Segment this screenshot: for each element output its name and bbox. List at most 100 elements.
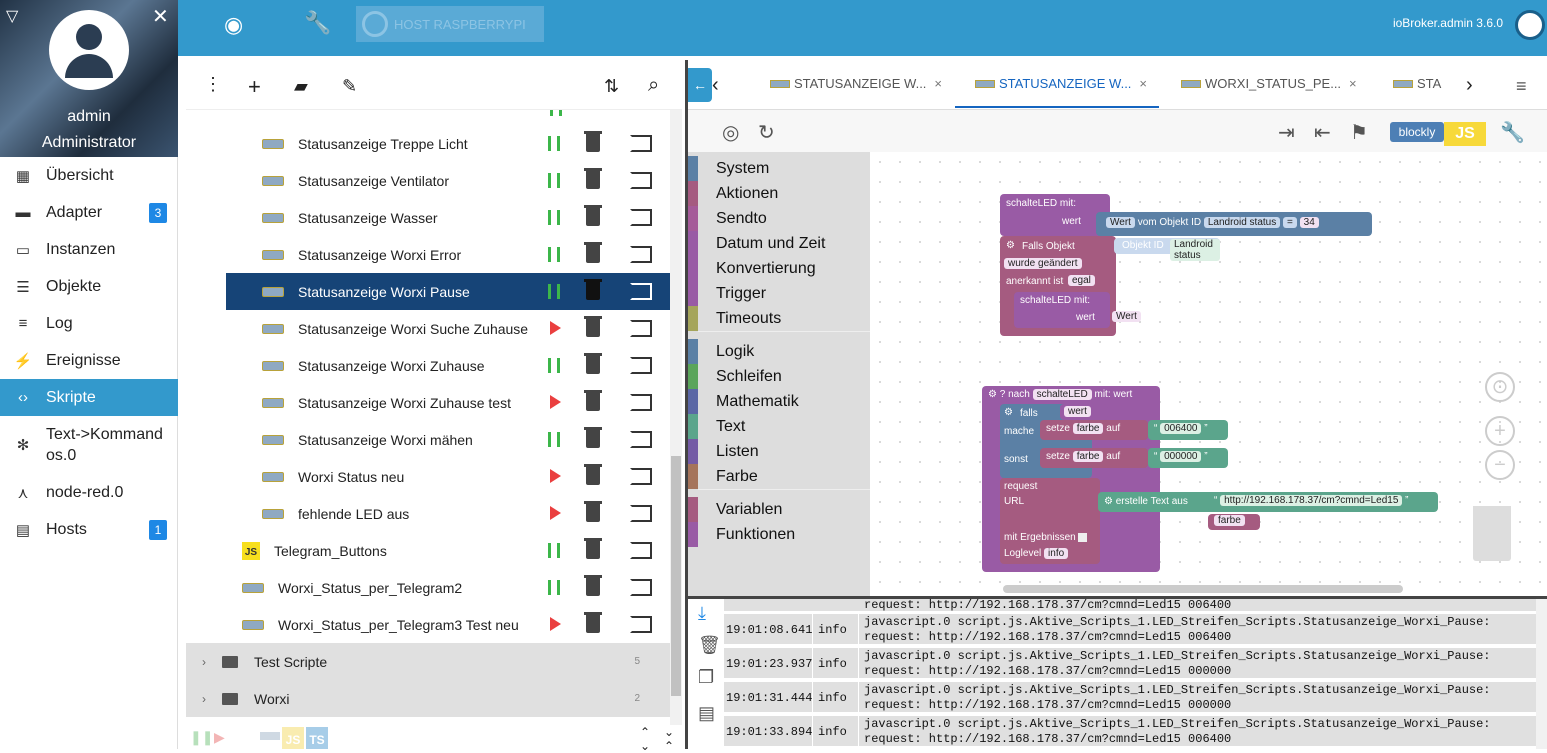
- blockly-workspace[interactable]: schalteLED mit: wert Wert vom Objekt ID …: [870, 152, 1547, 596]
- script-row[interactable]: Statusanzeige Wasser: [226, 199, 670, 236]
- nav-item-3[interactable]: ☰ Objekte: [0, 268, 178, 305]
- pause-icon[interactable]: [550, 110, 562, 116]
- delete-icon[interactable]: [584, 427, 602, 448]
- eq-dropdown[interactable]: =: [1283, 217, 1297, 228]
- wurde-dropdown[interactable]: wurde geändert: [1004, 258, 1082, 269]
- expand-all-icon[interactable]: ⌃ ⌄: [640, 725, 651, 753]
- wert-get-block[interactable]: wert: [1060, 404, 1108, 420]
- wrench-icon[interactable]: 🔧: [304, 10, 332, 35]
- close-tab-icon[interactable]: ×: [1139, 76, 1148, 91]
- checkered-flag-icon[interactable]: ⚑: [1350, 122, 1368, 144]
- url-text[interactable]: http://192.168.178.37/cm?cmnd=Led15: [1220, 495, 1403, 506]
- function-name-field[interactable]: schalteLED: [1032, 389, 1092, 400]
- set-farbe-block-1[interactable]: setze farbe auf: [1040, 420, 1148, 440]
- editor-tab[interactable]: STATUSANZEIGE W... ×: [770, 76, 942, 91]
- trash-icon[interactable]: [1473, 506, 1511, 561]
- refresh-icon[interactable]: ↻: [758, 122, 775, 144]
- landroid-field[interactable]: Landroid status: [1203, 217, 1281, 228]
- script-row[interactable]: Statusanzeige Worxi Zuhause: [226, 347, 670, 384]
- move-icon[interactable]: [630, 505, 652, 522]
- move-icon[interactable]: [630, 394, 652, 411]
- url-text-block[interactable]: “ http://192.168.178.37/cm?cmnd=Led15 ”: [1208, 492, 1438, 512]
- edit-icon[interactable]: ✎: [342, 76, 358, 96]
- play-icon[interactable]: [550, 617, 561, 631]
- farbe-var-3[interactable]: farbe: [1214, 515, 1245, 526]
- move-icon[interactable]: [630, 172, 652, 189]
- close-tab-icon[interactable]: ×: [934, 76, 943, 91]
- pause-icon[interactable]: [548, 358, 560, 373]
- toolbox-category[interactable]: Text: [688, 414, 870, 439]
- pause-icon[interactable]: [548, 284, 560, 299]
- objekt-id-block[interactable]: Objekt ID Landroid status: [1114, 238, 1220, 261]
- pause-icon[interactable]: [548, 210, 560, 225]
- toolbox-category[interactable]: Timeouts: [688, 306, 870, 331]
- pause-icon[interactable]: [548, 247, 560, 262]
- script-row[interactable]: Statusanzeige Worxi Zuhause test: [226, 384, 670, 421]
- help-icon[interactable]: ?: [999, 389, 1006, 400]
- nav-item-2[interactable]: ▭ Instanzen: [0, 231, 178, 268]
- delete-icon[interactable]: [584, 390, 602, 411]
- script-row[interactable]: Statusanzeige Worxi Error: [226, 236, 670, 273]
- more-vert-icon[interactable]: ⋮: [204, 74, 222, 94]
- loglevel-dropdown[interactable]: info: [1044, 548, 1069, 559]
- move-icon[interactable]: [630, 246, 652, 263]
- copy-icon[interactable]: ❐: [698, 667, 715, 687]
- play-icon[interactable]: [550, 506, 561, 520]
- search-icon[interactable]: ⌕: [648, 74, 660, 96]
- gear-icon[interactable]: ⚙: [1004, 407, 1013, 418]
- move-icon[interactable]: [630, 579, 652, 596]
- wert-var[interactable]: wert: [1064, 406, 1091, 417]
- editor-tab[interactable]: WORXI_STATUS_PE... ×: [1181, 76, 1357, 91]
- move-icon[interactable]: [630, 135, 652, 152]
- nav-item-5[interactable]: ⚡ Ereignisse: [0, 342, 178, 379]
- objekt-id-value[interactable]: Landroid status: [1170, 239, 1220, 261]
- add-folder-icon[interactable]: ▰: [294, 76, 308, 96]
- filter-blockly-icon[interactable]: [260, 732, 280, 740]
- move-icon[interactable]: [630, 431, 652, 448]
- play-icon[interactable]: [550, 321, 561, 335]
- locate-icon[interactable]: ◎: [722, 122, 740, 144]
- checkbox[interactable]: [1078, 532, 1088, 542]
- back-arrow-icon[interactable]: ←: [688, 68, 712, 102]
- chevron-right-icon[interactable]: ›: [202, 691, 206, 706]
- text-block-2[interactable]: “ 000000 ”: [1148, 448, 1228, 468]
- workspace-scrollbar[interactable]: [1003, 585, 1403, 593]
- script-row[interactable]: Statusanzeige Worxi Suche Zuhause: [226, 310, 670, 347]
- move-icon[interactable]: [630, 209, 652, 226]
- toolbox-category[interactable]: Mathematik: [688, 389, 870, 414]
- zoom-in-icon[interactable]: +: [1485, 416, 1515, 446]
- script-row[interactable]: Statusanzeige Worxi Pause: [226, 273, 670, 310]
- function-call-inner-block[interactable]: schalteLED mit: wert Wert: [1014, 292, 1141, 328]
- wrench-icon[interactable]: 🔧: [1500, 122, 1525, 144]
- toolbox-category[interactable]: Farbe: [688, 464, 870, 489]
- center-icon[interactable]: ⊙: [1485, 372, 1515, 402]
- list-scroll-thumb[interactable]: [671, 456, 681, 696]
- delete-icon[interactable]: [584, 612, 602, 633]
- toolbox-category[interactable]: Datum und Zeit: [688, 231, 870, 256]
- get-value-block[interactable]: Wert vom Objekt ID Landroid status = 34: [1096, 212, 1372, 236]
- delete-icon[interactable]: [584, 279, 602, 300]
- clear-log-icon[interactable]: 🗑: [698, 635, 721, 655]
- nav-item-4[interactable]: ≡ Log: [0, 305, 178, 342]
- number-field[interactable]: 34: [1299, 217, 1319, 228]
- delete-icon[interactable]: [584, 316, 602, 337]
- filter-js-icon[interactable]: JS: [282, 727, 304, 749]
- delete-icon[interactable]: [584, 464, 602, 485]
- close-tab-icon[interactable]: ×: [1349, 76, 1357, 91]
- toolbox-category[interactable]: Schleifen: [688, 364, 870, 389]
- chevron-right-icon[interactable]: ›: [1466, 74, 1473, 96]
- toolbox-category[interactable]: Aktionen: [688, 181, 870, 206]
- request-block[interactable]: request URL mit Ergebnissen Loglevel inf…: [1000, 478, 1100, 564]
- color-text-1[interactable]: 006400: [1160, 423, 1202, 434]
- wrap-icon[interactable]: ▤: [698, 703, 716, 723]
- pause-icon[interactable]: [548, 543, 560, 558]
- function-call-block[interactable]: schalteLED mit: wert: [1000, 194, 1110, 236]
- editor-tab[interactable]: STA: [1393, 76, 1451, 91]
- folder-row[interactable]: › Test Scripte 5: [186, 643, 670, 680]
- farbe-var[interactable]: farbe: [1072, 423, 1104, 434]
- play-icon[interactable]: [550, 395, 561, 409]
- script-row[interactable]: Statusanzeige Treppe Licht: [226, 125, 670, 162]
- delete-icon[interactable]: [584, 501, 602, 522]
- delete-icon[interactable]: [584, 353, 602, 374]
- close-icon[interactable]: ✕: [152, 6, 169, 28]
